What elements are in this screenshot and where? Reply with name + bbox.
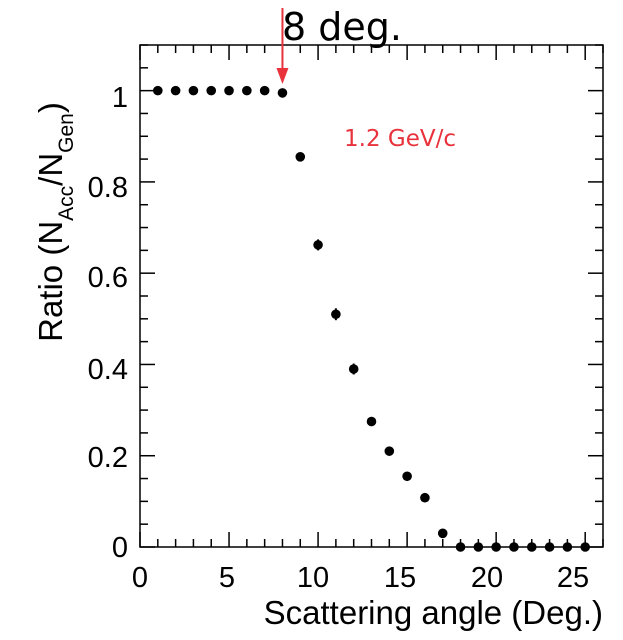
data-point (526, 542, 537, 552)
y-axis-title-sub-gen: Gen (55, 113, 78, 153)
data-point (384, 446, 395, 456)
data-point (473, 542, 484, 552)
data-point (455, 542, 466, 552)
y-tick-label: 0 (112, 532, 128, 564)
data-point (402, 471, 412, 482)
y-tick-label: 0.4 (88, 354, 128, 386)
energy-annotation: 1.2 GeV/c (344, 126, 456, 152)
data-point (580, 542, 590, 552)
data-point (437, 528, 448, 539)
x-tick-label: 15 (384, 562, 416, 594)
axis-ticks-group (139, 44, 604, 548)
x-tick-label: 5 (219, 562, 235, 594)
data-point (224, 85, 234, 96)
y-tick-labels: 0 0.2 0.4 0.6 0.8 1 (88, 82, 128, 564)
x-tick-labels: 0 5 10 15 20 25 (132, 562, 589, 594)
x-tick-label: 25 (557, 562, 589, 594)
data-point (331, 309, 341, 320)
annotation-arrow-head (276, 68, 289, 84)
data-point (242, 85, 252, 96)
data-point (206, 85, 217, 96)
x-tick-label: 0 (132, 562, 148, 594)
data-point (544, 542, 555, 552)
y-tick-label: 0.8 (88, 172, 128, 204)
angle-annotation: 8 deg. (282, 5, 402, 49)
data-point (170, 85, 181, 96)
data-point (153, 85, 163, 96)
data-point (562, 542, 573, 552)
plot-frame (139, 44, 604, 548)
y-axis-title-sub-acc: Acc (55, 186, 78, 221)
y-axis-title-prefix: Ratio (N (32, 221, 69, 342)
y-axis-title: Ratio (NAcc/NGen) (32, 102, 78, 342)
data-point (420, 492, 430, 503)
data-point (259, 85, 270, 96)
x-tick-label: 20 (471, 562, 503, 594)
x-tick-label: 10 (297, 562, 329, 594)
y-axis-title-middle: /N (32, 153, 69, 186)
x-axis-title: Scattering angle (Deg.) (264, 594, 603, 631)
y-axis-title-suffix: ) (32, 102, 69, 113)
data-point (509, 542, 519, 552)
data-point (277, 88, 288, 98)
y-tick-label: 1 (112, 82, 128, 114)
data-points-group (153, 85, 590, 552)
data-point (491, 542, 501, 552)
plot-frame-group (139, 44, 604, 548)
data-point (313, 240, 323, 250)
annotation-arrow-group (276, 8, 289, 84)
y-tick-label: 0.6 (88, 262, 128, 294)
data-point (188, 85, 199, 96)
data-point (366, 416, 377, 427)
y-tick-label: 0.2 (88, 442, 128, 474)
data-point (295, 152, 306, 162)
data-point (348, 364, 359, 374)
